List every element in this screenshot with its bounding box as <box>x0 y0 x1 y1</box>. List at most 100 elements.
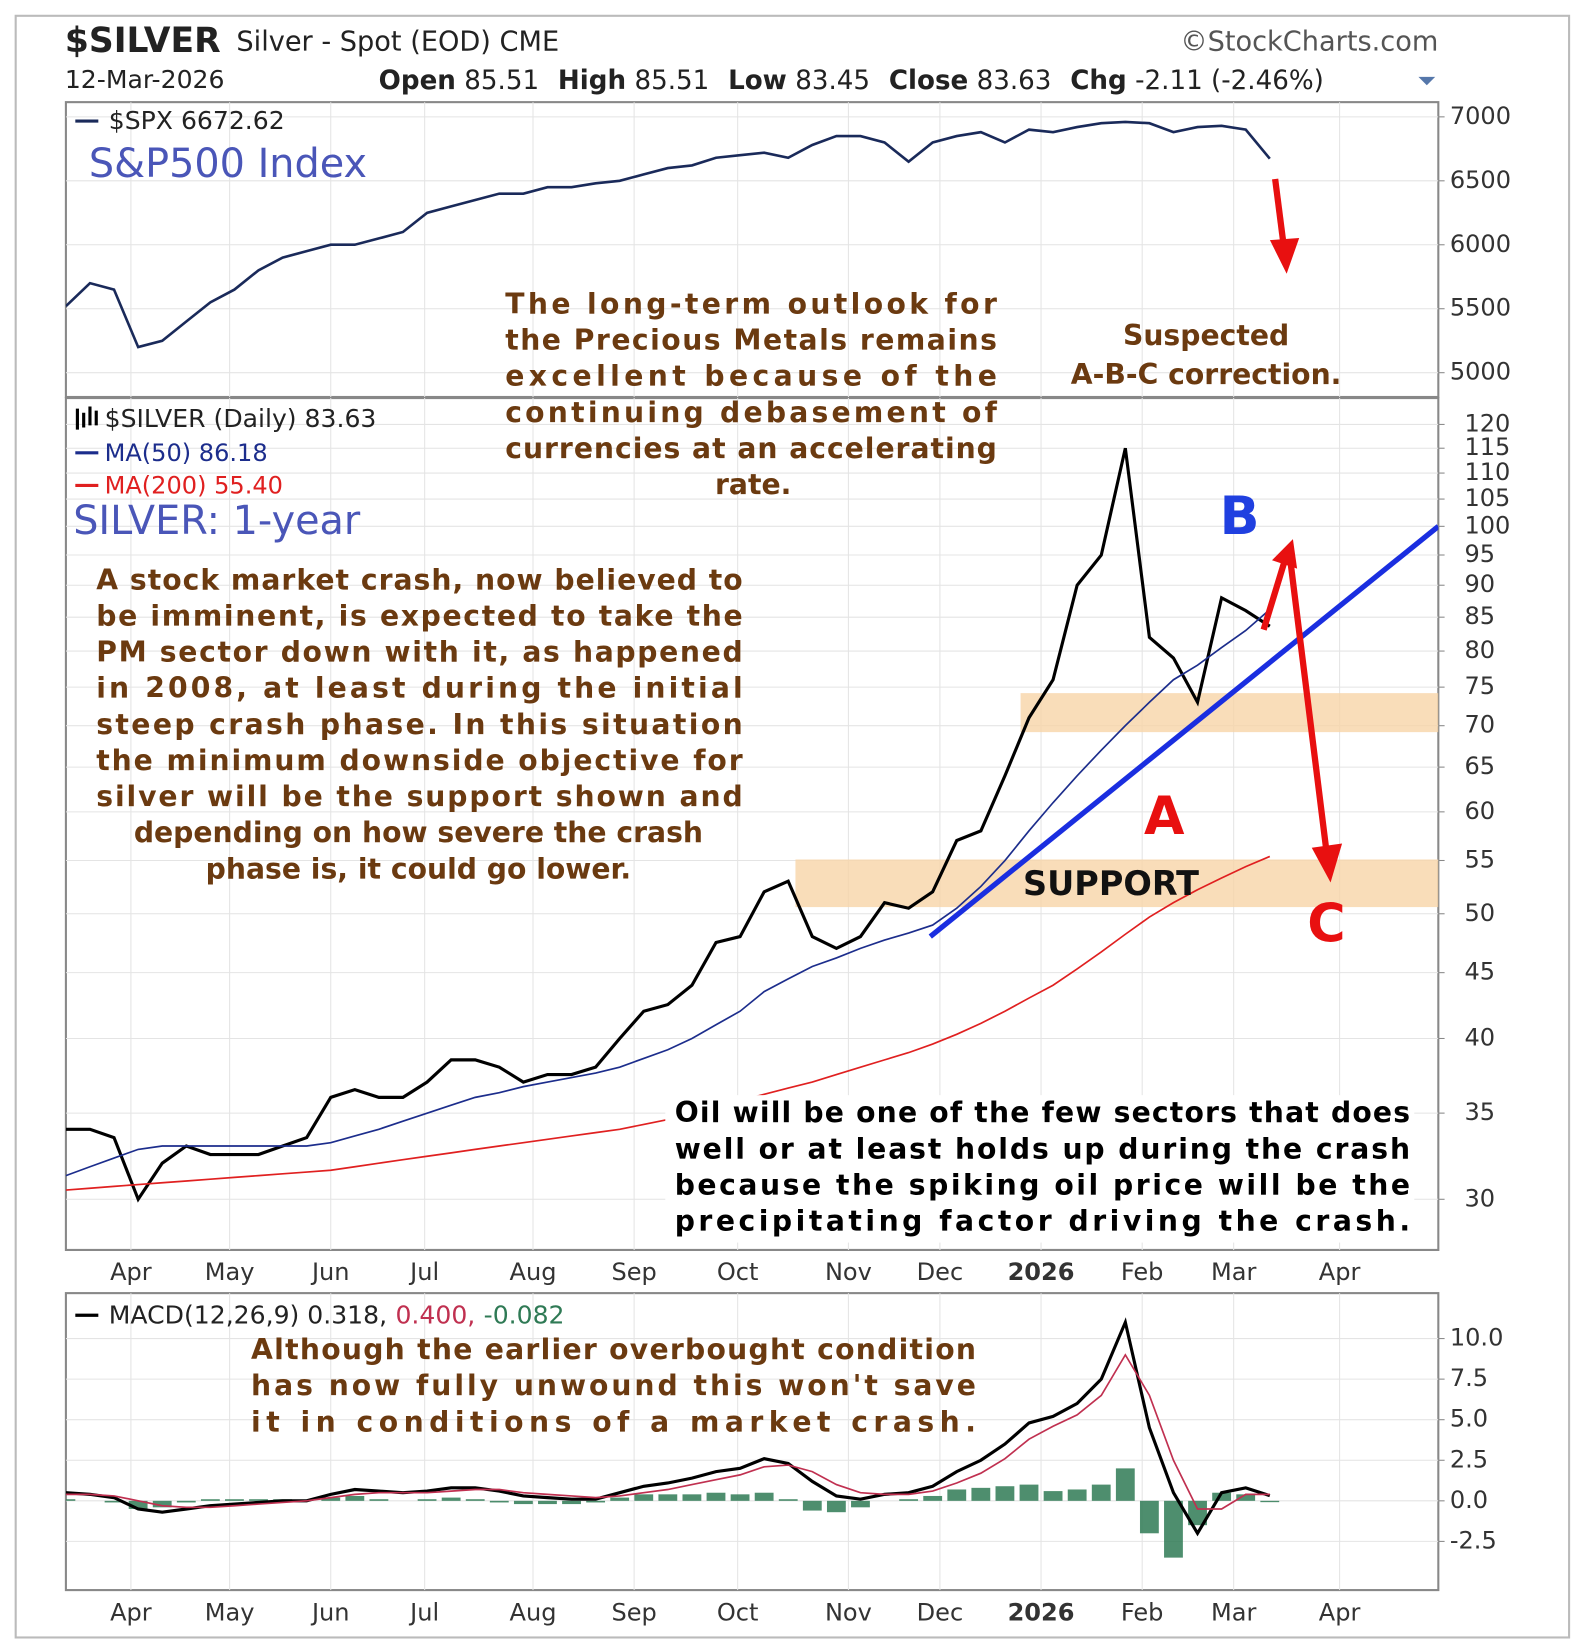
annotation: continuing debasement of <box>505 396 997 429</box>
y-tick-label: 80 <box>1464 636 1495 664</box>
x-tick-label: Sep <box>611 1598 656 1626</box>
x-tick-label: Oct <box>717 1258 759 1286</box>
arrow-head <box>1269 237 1300 274</box>
legend-candle <box>75 406 98 430</box>
annotation: The long-term outlook for <box>505 287 997 320</box>
y-tick-label: 120 <box>1464 409 1510 437</box>
x-tick-label: Aug <box>510 1258 557 1286</box>
x-tick-label: Sep <box>611 1258 656 1286</box>
quote-value: 85.51 <box>464 66 539 96</box>
histogram-bar <box>1139 1500 1159 1534</box>
histogram-bar <box>899 1499 919 1501</box>
series-line <box>65 447 1271 1203</box>
annotation: Although the earlier overbought conditio… <box>251 1333 976 1366</box>
panel-title: SILVER: 1-year <box>73 498 361 544</box>
annotation: steep crash phase. In this situation <box>96 708 742 741</box>
y-tick-label: 35 <box>1464 1098 1495 1126</box>
annotation: because the spiking oil price will be th… <box>675 1168 1410 1201</box>
arrow-head <box>1311 843 1343 883</box>
annotation: has now fully unwound this won't save <box>251 1369 976 1402</box>
annotation: A-B-C correction. <box>1071 358 1342 391</box>
panel <box>64 1292 1440 1592</box>
x-tick-label: 2026 <box>1008 1598 1075 1626</box>
histogram-bar <box>947 1489 967 1501</box>
histogram-bar <box>851 1500 870 1508</box>
y-tick-label: 55 <box>1464 845 1495 873</box>
annotation: Suspected <box>1123 319 1289 352</box>
y-tick-label: 30 <box>1464 1184 1495 1212</box>
series-line <box>65 120 1271 349</box>
annotation: rate. <box>715 468 791 501</box>
quote-value: -2.11 (-2.46%) <box>1135 66 1324 96</box>
x-tick-label: 2026 <box>1008 1258 1075 1286</box>
legend-entry: $SPX 6672.62 <box>109 106 285 135</box>
date: 12-Mar-2026 <box>65 65 225 94</box>
wave-label: B <box>1220 486 1260 547</box>
histogram-bar <box>610 1497 630 1501</box>
histogram-bar <box>176 1500 196 1503</box>
quote-value: 85.51 <box>634 66 709 96</box>
legend-entry: -0.082 <box>484 1300 565 1329</box>
legend-entry: MA(200) 55.40 <box>105 471 283 499</box>
histogram-bar <box>802 1500 822 1511</box>
histogram-bar <box>586 1500 606 1503</box>
histogram-bar <box>489 1500 509 1503</box>
x-tick-label: Mar <box>1211 1258 1256 1286</box>
annotation: precipitating factor driving the crash. <box>675 1204 1410 1237</box>
x-tick-label: Dec <box>917 1598 964 1626</box>
y-tick-label: 70 <box>1464 711 1495 739</box>
menu-arrow <box>1418 76 1436 86</box>
y-tick-label: 95 <box>1464 540 1495 568</box>
plot <box>65 1293 1439 1591</box>
x-tick-label: Apr <box>110 1598 152 1626</box>
histogram-bar <box>128 1500 148 1509</box>
y-tick-label: 85 <box>1464 602 1495 630</box>
annotation: depending on how severe the crash <box>134 816 703 849</box>
annotation: PM sector down with it, as happened <box>96 635 742 668</box>
annotation: silver will be the support shown and <box>96 780 742 813</box>
histogram-bar <box>249 1499 268 1501</box>
x-tick-label: Oct <box>717 1598 759 1626</box>
annotation: currencies at an accelerating <box>505 432 997 465</box>
histogram-bar <box>682 1494 702 1501</box>
histogram-bar <box>513 1500 533 1505</box>
histogram-bar <box>1019 1484 1039 1501</box>
x-tick-label: Aug <box>510 1598 557 1626</box>
x-tick-label: Apr <box>1319 1258 1361 1286</box>
y-tick-label: 110 <box>1464 458 1510 486</box>
x-tick-label: Apr <box>110 1258 152 1286</box>
quote-label: Low <box>728 66 787 96</box>
histogram-bar <box>1164 1500 1183 1558</box>
histogram-bar <box>1043 1491 1063 1501</box>
symbol: $SILVER <box>65 21 221 61</box>
quote: Open 85.51 High 85.51 Low 83.45 Close 83.63 Chg -… <box>379 66 1324 96</box>
histogram-bar <box>1236 1494 1256 1501</box>
plot <box>65 102 1439 397</box>
x-tick-label: May <box>205 1258 255 1286</box>
wave-label: C <box>1307 893 1345 954</box>
histogram-bar <box>200 1499 220 1501</box>
y-tick-label: 100 <box>1464 511 1510 539</box>
histogram-bar <box>562 1500 581 1505</box>
y-tick-label: 50 <box>1464 899 1495 927</box>
histogram-bar <box>1188 1500 1207 1526</box>
y-tick-label: 65 <box>1464 752 1495 780</box>
source: ©StockCharts.com <box>1180 27 1438 58</box>
annotation: the Precious Metals remains <box>505 323 997 356</box>
histogram-bar <box>538 1500 557 1505</box>
quote-label: Chg <box>1070 66 1126 96</box>
y-tick-label: 6000 <box>1450 230 1511 258</box>
x-tick-label: Nov <box>825 1258 872 1286</box>
x-tick-label: May <box>205 1598 255 1626</box>
quote-value: 83.45 <box>795 66 870 96</box>
histogram-bar <box>1067 1489 1087 1501</box>
histogram-bar <box>369 1499 389 1501</box>
annotation: well or at least holds up during the cra… <box>675 1132 1410 1165</box>
y-tick-label: 2.5 <box>1450 1445 1488 1473</box>
arrow-head <box>1272 539 1298 569</box>
series-line <box>65 1317 1271 1537</box>
y-tick-label: 7000 <box>1450 102 1511 130</box>
y-tick-label: 105 <box>1464 484 1510 512</box>
x-tick-label: Feb <box>1121 1258 1164 1286</box>
